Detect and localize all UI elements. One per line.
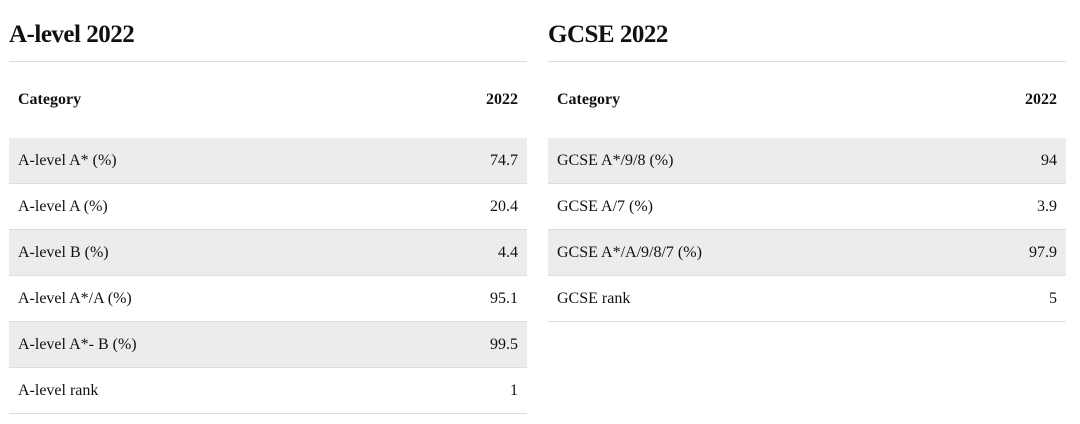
table-row: A-level A*/A (%) 95.1	[9, 275, 527, 322]
row-value: 99.5	[268, 321, 527, 368]
column-header-category: Category	[18, 91, 82, 108]
table-header-row: Category 2022	[9, 62, 527, 138]
alevel-panel: A-level 2022 Category 2022 A-level A* (%…	[9, 0, 527, 414]
row-value: 95.1	[268, 275, 527, 322]
row-category: GCSE A*/9/8 (%)	[548, 138, 807, 184]
row-category: A-level A (%)	[9, 183, 268, 230]
row-category: GCSE rank	[548, 275, 807, 322]
column-header-category: Category	[557, 91, 621, 108]
alevel-table: Category 2022 A-level A* (%) 74.7 A-leve…	[9, 62, 527, 414]
table-row: A-level A* (%) 74.7	[9, 138, 527, 184]
row-value: 1	[268, 367, 527, 414]
gcse-title: GCSE 2022	[548, 0, 1066, 62]
row-value: 4.4	[268, 229, 527, 276]
table-row: A-level A (%) 20.4	[9, 183, 527, 230]
row-value: 74.7	[268, 138, 527, 184]
column-header-year: 2022	[486, 91, 518, 108]
table-row: A-level B (%) 4.4	[9, 229, 527, 276]
row-value: 3.9	[807, 183, 1066, 230]
table-header-row: Category 2022	[548, 62, 1066, 138]
row-category: A-level A* (%)	[9, 138, 268, 184]
row-category: GCSE A*/A/9/8/7 (%)	[548, 229, 807, 276]
row-value: 5	[807, 275, 1066, 322]
gcse-panel: GCSE 2022 Category 2022 GCSE A*/9/8 (%) …	[548, 0, 1066, 322]
row-category: A-level B (%)	[9, 229, 268, 276]
table-row: A-level A*- B (%) 99.5	[9, 321, 527, 368]
row-value: 20.4	[268, 183, 527, 230]
alevel-title: A-level 2022	[9, 0, 527, 62]
row-value: 94	[807, 138, 1066, 184]
gcse-table: Category 2022 GCSE A*/9/8 (%) 94 GCSE A/…	[548, 62, 1066, 322]
table-row: GCSE rank 5	[548, 275, 1066, 322]
row-category: A-level A*- B (%)	[9, 321, 268, 368]
table-row: GCSE A*/A/9/8/7 (%) 97.9	[548, 229, 1066, 276]
row-value: 97.9	[807, 229, 1066, 276]
column-header-year: 2022	[1025, 91, 1057, 108]
row-category: A-level rank	[9, 367, 268, 414]
table-row: A-level rank 1	[9, 367, 527, 414]
row-category: A-level A*/A (%)	[9, 275, 268, 322]
row-category: GCSE A/7 (%)	[548, 183, 807, 230]
table-row: GCSE A*/9/8 (%) 94	[548, 138, 1066, 184]
table-row: GCSE A/7 (%) 3.9	[548, 183, 1066, 230]
